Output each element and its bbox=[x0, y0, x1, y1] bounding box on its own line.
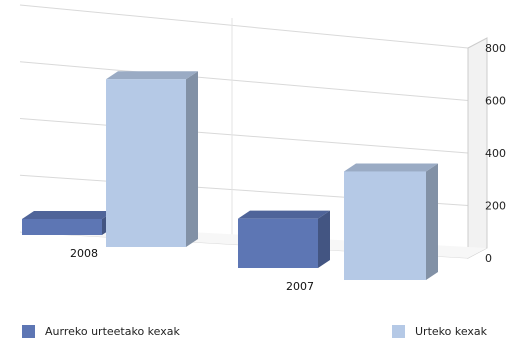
bar-top-1-1 bbox=[344, 163, 438, 172]
legend-swatch-aurreko bbox=[22, 324, 35, 338]
x-tick-label-2007: 2007 bbox=[286, 280, 314, 293]
legend-label-urteko: Urteko kexak bbox=[415, 324, 488, 338]
bar-side-1-0 bbox=[186, 71, 198, 248]
bar-1-1 bbox=[344, 171, 426, 280]
legend-swatch-urteko bbox=[392, 324, 405, 338]
bar-0-0 bbox=[22, 218, 102, 235]
y-tick-label-0: 0 bbox=[485, 252, 492, 265]
gridline-600 bbox=[19, 61, 469, 101]
gridline-400 bbox=[19, 118, 469, 154]
x-tick-label-2008: 2008 bbox=[70, 247, 98, 260]
legend-item-aurreko: Aurreko urteetako kexak bbox=[22, 323, 180, 339]
bar-0-1 bbox=[238, 218, 318, 268]
bar-side-0-1 bbox=[318, 210, 330, 268]
bar-1-0 bbox=[106, 79, 186, 248]
y-tick-label-200: 200 bbox=[485, 200, 506, 213]
legend-item-urteko: Urteko kexak bbox=[392, 323, 487, 339]
bar-top-1-0 bbox=[106, 71, 198, 80]
bar-top-0-0 bbox=[22, 210, 114, 219]
bar-side-1-1 bbox=[426, 163, 438, 280]
y-tick-label-400: 400 bbox=[485, 147, 506, 160]
y-tick-label-800: 800 bbox=[485, 42, 506, 55]
bar-top-0-1 bbox=[238, 210, 330, 219]
gridline-800 bbox=[19, 4, 469, 49]
y-tick-label-600: 600 bbox=[485, 95, 506, 108]
legend-label-aurreko: Aurreko urteetako kexak bbox=[45, 324, 180, 338]
